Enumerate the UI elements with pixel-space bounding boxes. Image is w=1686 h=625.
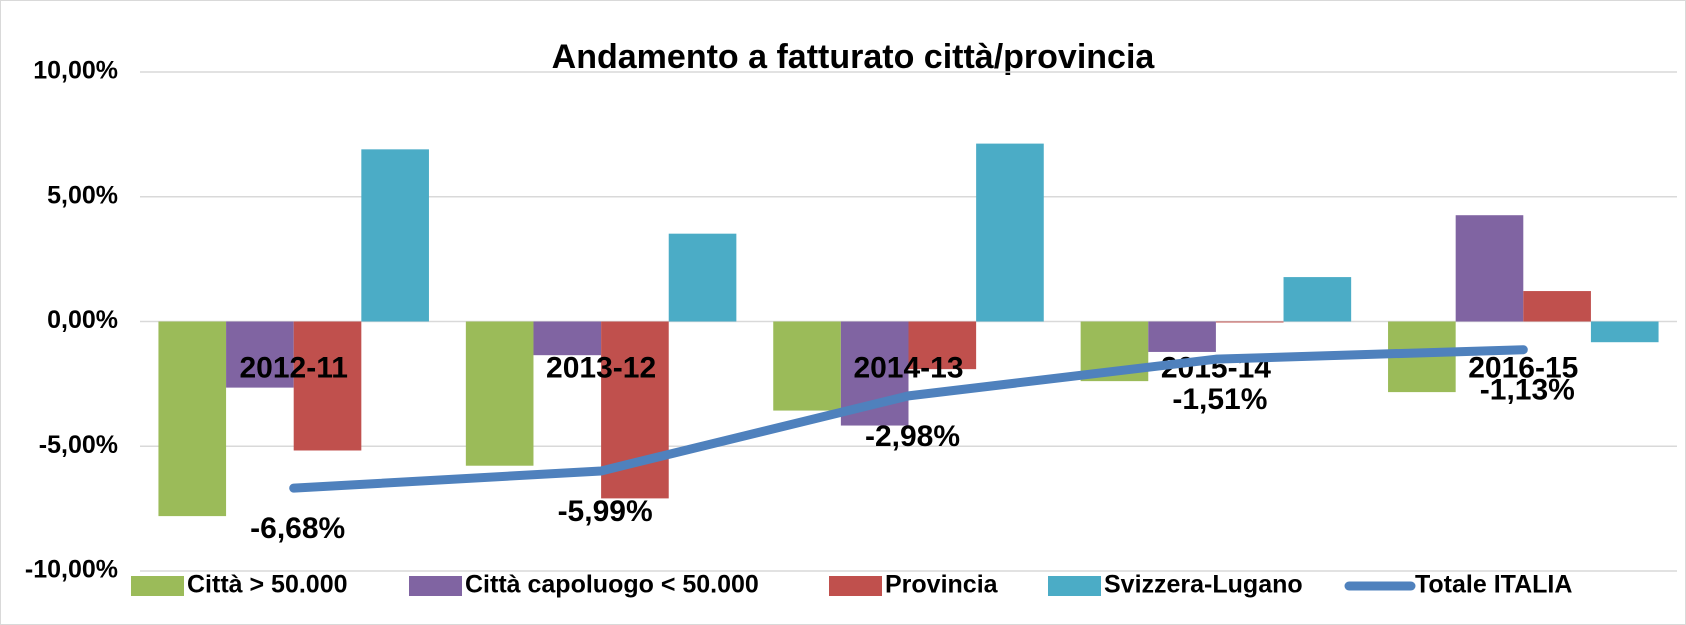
y-tick-label: -5,00% xyxy=(39,431,118,459)
bar xyxy=(293,321,362,451)
data-label: -1,13% xyxy=(1480,374,1575,407)
bar xyxy=(1455,215,1524,322)
bar xyxy=(465,321,534,466)
bar xyxy=(1590,321,1659,343)
bar xyxy=(1148,321,1216,352)
line xyxy=(289,345,1528,493)
bar xyxy=(1523,291,1591,322)
data-label: -5,99% xyxy=(558,495,653,528)
bar xyxy=(773,321,841,411)
data-label: -2,98% xyxy=(865,420,960,453)
y-tick-label: 0,00% xyxy=(47,306,118,334)
y-tick-label: -10,00% xyxy=(25,556,118,584)
bar xyxy=(668,233,737,322)
legend-swatch xyxy=(1048,576,1101,596)
bar xyxy=(1215,321,1284,323)
bar xyxy=(361,149,429,322)
bar xyxy=(533,321,602,356)
legend-swatch xyxy=(131,576,184,596)
y-tick-label: 5,00% xyxy=(47,181,118,209)
category-label: 2014-13 xyxy=(853,351,963,384)
bar xyxy=(1283,277,1352,322)
category-label: 2013-12 xyxy=(546,351,656,384)
bar xyxy=(908,321,977,370)
legend-swatch xyxy=(829,576,882,596)
legend-label: Svizzera-Lugano xyxy=(1104,571,1303,599)
data-label: -6,68% xyxy=(250,512,345,545)
legend-label: Città > 50.000 xyxy=(187,571,348,599)
bar xyxy=(226,321,294,388)
data-label: -1,51% xyxy=(1172,383,1267,416)
y-tick-label: 10,00% xyxy=(33,57,118,85)
chart-title: Andamento a fatturato città/provincia xyxy=(552,38,1156,76)
category-label: 2012-11 xyxy=(239,351,347,384)
bar xyxy=(158,321,227,517)
legend-label: Totale ITALIA xyxy=(1415,571,1572,599)
category-label: 2016-15 xyxy=(1468,351,1578,384)
bar xyxy=(976,143,1044,322)
legend-swatch xyxy=(409,576,462,596)
legend-label: Provincia xyxy=(885,571,999,599)
legend-label: Città capoluogo < 50.000 xyxy=(465,571,759,599)
